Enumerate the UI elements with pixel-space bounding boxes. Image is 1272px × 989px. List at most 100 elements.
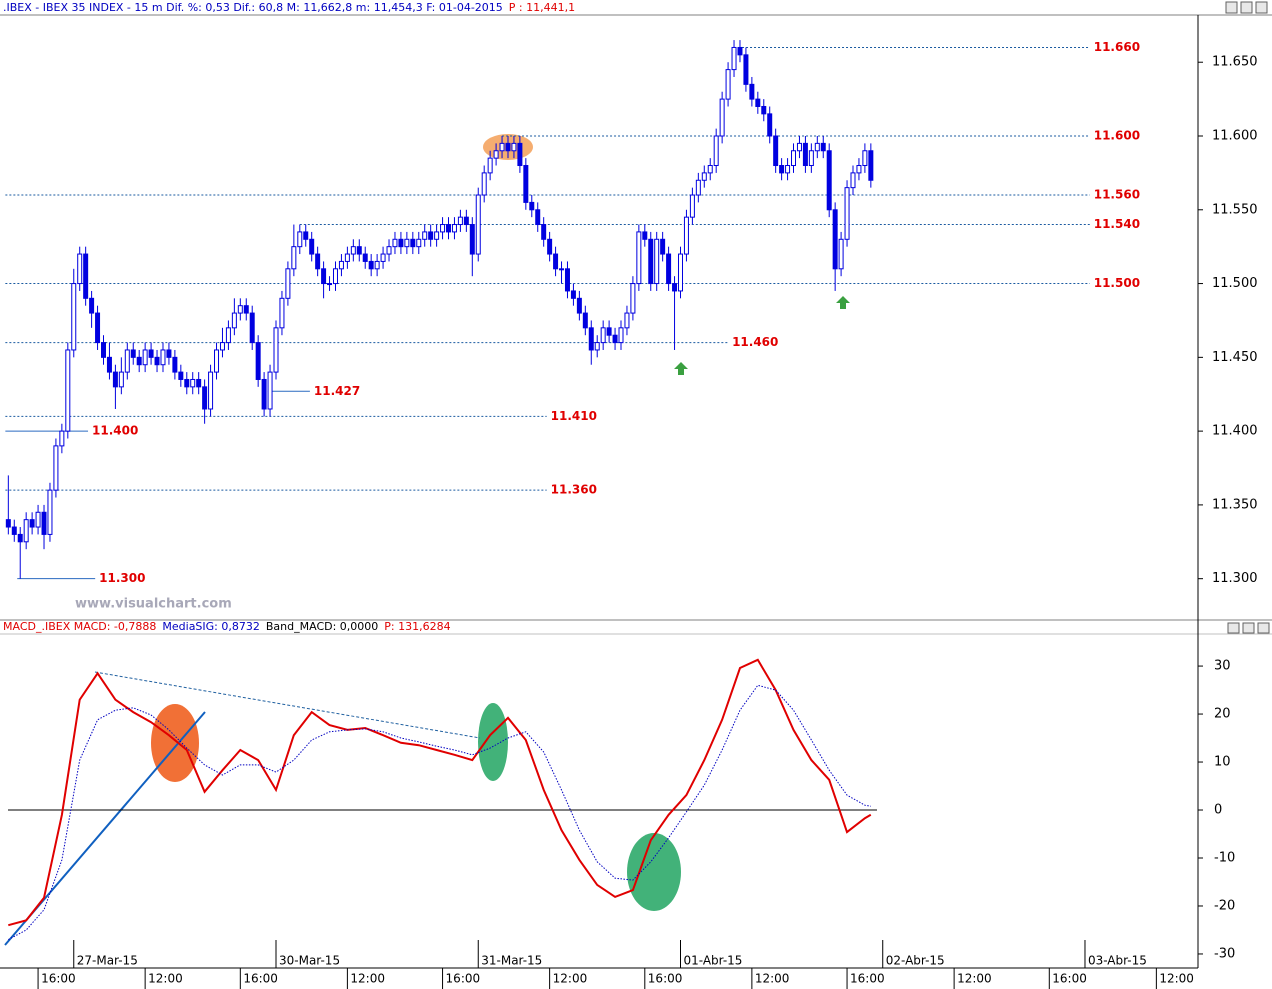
candle-body [749,83,755,100]
candle-body [814,142,820,152]
candle-body [570,290,576,299]
level-label: 11.400 [92,424,138,438]
button[interactable] [1240,1,1253,14]
y-tick-label: 11.500 [1212,276,1258,291]
candle-body [457,216,463,226]
level-label: 11.360 [551,483,597,497]
x-tick-label: 16:00 [648,972,683,986]
x-tick-label: 01-Abr-15 [683,954,742,968]
candle-body [791,150,797,167]
level-label: 11.300 [99,571,145,585]
candle-body [35,511,41,528]
candle-body [559,268,565,271]
button[interactable] [1225,1,1238,14]
candle-body [440,224,446,233]
candle-body [666,253,672,285]
candle-body [553,253,559,270]
x-tick-label: 12:00 [350,972,385,986]
candle-body [862,150,868,167]
candle-body [142,349,148,366]
candle-body [71,283,77,351]
x-tick-label: 12:00 [755,972,790,986]
candle-body [796,142,802,152]
candle-body [785,165,791,174]
button[interactable] [1227,622,1240,634]
candle-body [202,386,208,410]
candle-body [779,165,785,174]
button[interactable] [1242,622,1255,634]
candle-body [576,297,582,314]
candle-body [214,349,220,373]
candle-body [487,157,493,174]
candle-body [434,231,440,240]
x-tick-label: 30-Mar-15 [279,954,340,968]
candle-body [196,378,202,388]
level-label: 11.660 [1094,40,1140,54]
candle-body [172,356,178,373]
candle-body [594,342,600,351]
candle-body [737,46,743,56]
candle-body [380,253,386,262]
header: MACD_.IBEX MACD: -0,7888 MediaSIG: 0,8732… [3,620,451,633]
candle-body [677,253,683,292]
candle-body [356,246,362,255]
candle-body [517,142,523,167]
candle-body [755,98,761,107]
candle-body [225,327,231,344]
candle-body [386,246,392,255]
header-segment: .IBEX - IBEX 35 INDEX - 15 m Dif. %: 0,5… [3,1,503,14]
candle-body [648,238,654,285]
candle-body [838,238,844,270]
candle-body [505,142,511,152]
candle-body [297,231,303,248]
y-tick-label: 11.450 [1212,350,1258,365]
candle-body [261,378,267,410]
candle-body [112,371,118,388]
candle-body [624,312,630,329]
y-tick-label: 10 [1214,755,1231,770]
candle-body [582,312,588,329]
candle-body [463,216,469,226]
candle-body [499,142,505,152]
candle-body [321,268,327,285]
y-tick-label: 11.650 [1212,55,1258,70]
candle-body [374,260,380,270]
candle-body [541,224,547,240]
y-tick-label: -20 [1214,898,1235,913]
candle-body [820,142,826,152]
candle-body [683,216,689,255]
candle-body [154,356,160,366]
candle-body [404,238,410,248]
y-tick-label: 20 [1214,707,1231,722]
level-label: 11.540 [1094,217,1140,231]
window-buttons [1225,1,1270,634]
candle-body [231,312,237,329]
candle-body [130,349,136,358]
candle-body [47,489,53,535]
candle-body [237,305,243,314]
candle-body [23,519,29,543]
candle-body [588,327,594,351]
candle-body [523,165,529,203]
candle-body [564,268,570,292]
candle-body [160,349,166,366]
candle-body [511,142,517,152]
candle-body [303,231,309,240]
candle-body [856,165,862,174]
candle-body [166,349,172,358]
candle-body [743,54,749,85]
candle-body [219,342,225,351]
candle-body [95,312,101,344]
candle-body [243,305,249,314]
y-tick-label: 11.400 [1212,424,1258,439]
candle-body [695,179,701,196]
button[interactable] [1257,622,1270,634]
candle-body [719,98,725,137]
candle-body [642,231,648,240]
button[interactable] [1255,1,1268,14]
x-tick-label: 12:00 [957,972,992,986]
candle-body [672,283,678,292]
candle-body [89,297,95,314]
header-segment: Band_MACD: 0,0000 [266,620,378,633]
candle-body [392,238,398,248]
